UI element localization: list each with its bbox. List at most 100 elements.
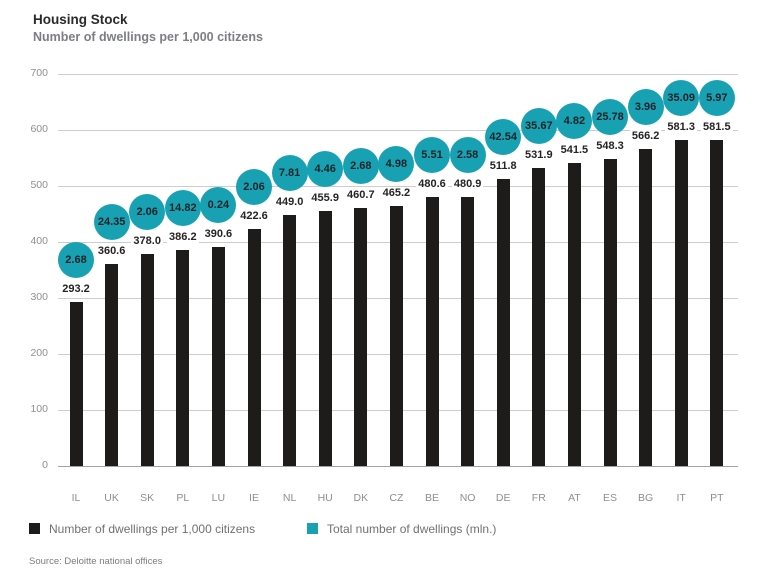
bar-DE <box>496 179 510 466</box>
bar-BE <box>425 196 439 466</box>
y-axis-label-400: 400 <box>30 235 48 247</box>
bar-value-text-NL: 449.0 <box>273 195 306 208</box>
bar-SK <box>140 254 154 466</box>
bubble-UK: 24.35 <box>93 204 130 241</box>
bar-value-text-IE: 422.6 <box>238 210 270 223</box>
bar-value-label-SK: 378.0 <box>115 235 179 248</box>
x-axis-label-BE: BE <box>424 492 439 504</box>
y-axis-label-500: 500 <box>30 179 48 191</box>
bar-HU <box>318 210 332 466</box>
y-axis-label-600: 600 <box>30 123 48 135</box>
y-axis-label-700: 700 <box>30 67 48 79</box>
bar-FR <box>532 168 546 466</box>
bar-value-label-UK: 360.6 <box>80 245 144 258</box>
x-axis-label-HU: HU <box>317 492 333 504</box>
bar-IT <box>674 140 688 466</box>
x-axis-label-NL: NL <box>282 492 297 504</box>
bubble-ES: 25.78 <box>592 98 628 135</box>
gridline-700 <box>58 74 738 75</box>
y-axis-label-0: 0 <box>42 459 48 471</box>
legend-swatch-bubble-icon <box>307 523 318 534</box>
bar-value-label-DK: 460.7 <box>329 189 393 202</box>
bar-value-text-PL: 386.2 <box>167 230 199 243</box>
bar-value-text-ES: 548.3 <box>594 139 626 152</box>
bar-value-text-NO: 480.9 <box>451 177 484 190</box>
bar-value-label-IE: 422.6 <box>222 210 286 223</box>
legend-item-dwellings-per-1000: Number of dwellings per 1,000 citizens <box>29 522 255 536</box>
bubble-LU: 0.24 <box>200 187 237 224</box>
bar-value-label-PL: 386.2 <box>151 230 215 243</box>
bubble-HU: 4.46 <box>307 150 344 187</box>
bar-LU <box>211 247 225 466</box>
bubble-AT: 4.82 <box>556 102 593 139</box>
bar-value-text-PT: 581.5 <box>701 121 733 134</box>
bar-AT <box>567 162 581 466</box>
bar-value-label-ES: 548.3 <box>578 139 642 152</box>
bubble-IT: 35.09 <box>663 80 700 117</box>
bar-value-label-HU: 455.9 <box>293 191 357 204</box>
bar-DK <box>354 208 368 466</box>
bubble-BE: 5.51 <box>414 136 450 173</box>
bar-value-label-AT: 541.5 <box>542 143 606 156</box>
bar-PL <box>176 249 190 466</box>
bar-value-label-PT: 581.5 <box>685 121 749 134</box>
bar-value-text-UK: 360.6 <box>95 245 128 258</box>
bubble-IE: 2.06 <box>236 169 272 206</box>
legend-swatch-bar-icon <box>29 523 40 534</box>
x-axis-label-LU: LU <box>211 492 226 504</box>
chart-subtitle: Number of dwellings per 1,000 citizens <box>33 30 263 44</box>
plot-area: 293.2 2.68 IL 360.6 24.35 UK 378.0 2.06 SK 386.2 1… <box>58 74 738 504</box>
bar-value-text-LU: 390.6 <box>202 228 235 241</box>
bar-value-text-BG: 566.2 <box>629 129 662 142</box>
bubble-FR: 35.67 <box>520 108 557 145</box>
bar-value-text-IL: 293.2 <box>60 282 92 295</box>
bar-value-text-HU: 455.9 <box>309 191 341 204</box>
x-axis-label-BG: BG <box>638 492 654 504</box>
bar-ES <box>603 158 617 466</box>
bubble-IL: 2.68 <box>58 241 94 278</box>
bar-value-label-BE: 480.6 <box>400 177 464 190</box>
bubble-DK: 2.68 <box>342 148 379 185</box>
x-axis-label-IE: IE <box>249 492 259 504</box>
x-axis-label-IT: IT <box>676 492 686 504</box>
x-axis-label-NO: NO <box>459 492 476 504</box>
y-axis-label-100: 100 <box>30 403 48 415</box>
bar-value-label-NL: 449.0 <box>258 195 322 208</box>
x-axis-label-AT: AT <box>568 492 581 504</box>
bar-IL <box>69 301 83 466</box>
x-axis-label-ES: ES <box>602 492 617 504</box>
bar-NL <box>283 214 297 466</box>
bar-value-text-AT: 541.5 <box>558 143 591 156</box>
x-axis-label-FR: FR <box>531 492 546 504</box>
bubble-CZ: 4.98 <box>378 145 415 182</box>
bar-CZ <box>389 205 403 466</box>
bar-value-label-LU: 390.6 <box>186 228 250 241</box>
bar-value-text-BE: 480.6 <box>416 177 448 190</box>
x-axis-label-IL: IL <box>71 492 81 504</box>
bubble-BG: 3.96 <box>627 88 664 125</box>
bar-value-label-IT: 581.3 <box>649 121 713 134</box>
x-axis-label-DK: DK <box>353 492 369 504</box>
bar-value-label-CZ: 465.2 <box>364 186 428 199</box>
y-axis-label-200: 200 <box>30 347 48 359</box>
bar-value-label-DE: 511.8 <box>471 160 535 173</box>
bar-UK <box>105 264 119 466</box>
legend-item-total-dwellings: Total number of dwellings (mln.) <box>307 522 496 536</box>
bar-BG <box>639 148 653 466</box>
bar-value-label-IL: 293.2 <box>44 282 108 295</box>
x-axis-label-PL: PL <box>176 492 190 504</box>
bubble-PL: 14.82 <box>164 189 201 226</box>
gridline-600 <box>58 130 738 131</box>
bubble-DE: 42.54 <box>485 119 522 156</box>
bubble-NO: 2.58 <box>449 136 486 173</box>
bubble-SK: 2.06 <box>129 194 166 231</box>
bar-value-label-BG: 566.2 <box>614 129 678 142</box>
bubble-PT: 5.97 <box>698 80 735 117</box>
bar-NO <box>461 196 475 466</box>
bar-value-text-CZ: 465.2 <box>380 186 413 199</box>
x-axis-label-UK: UK <box>104 492 119 504</box>
bar-value-text-FR: 531.9 <box>523 149 555 162</box>
bar-value-text-SK: 378.0 <box>131 235 163 248</box>
bar-value-text-DK: 460.7 <box>345 189 377 202</box>
